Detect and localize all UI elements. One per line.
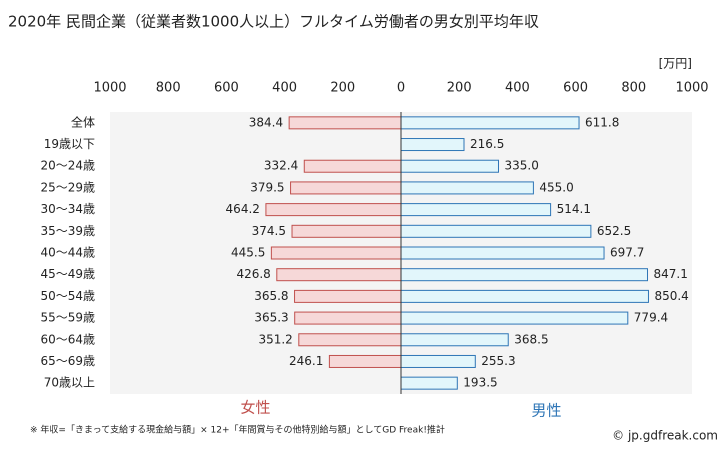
category-label: 19歳以下 [44, 137, 95, 151]
x-tick-label: 600 [214, 81, 239, 96]
category-label: 45～49歳 [40, 267, 95, 281]
category-label: 50～54歳 [40, 289, 95, 303]
x-tick-label: 0 [397, 81, 405, 96]
category-label: 20～24歳 [40, 159, 95, 173]
value-label: 652.5 [597, 224, 631, 238]
value-label: 335.0 [504, 159, 538, 173]
unit-label: [万円] [659, 57, 692, 71]
bar [303, 159, 402, 173]
value-label: 779.4 [634, 311, 668, 325]
bar [400, 376, 458, 390]
value-label: 384.4 [249, 115, 283, 129]
bar [400, 181, 534, 195]
value-label: 445.5 [231, 246, 265, 260]
category-label: 55～59歳 [40, 311, 95, 325]
bar [298, 333, 402, 347]
bar [291, 224, 402, 238]
bar [400, 333, 509, 347]
bar [400, 311, 629, 325]
category-label: 70歳以上 [44, 376, 95, 390]
x-tick-label: 600 [563, 81, 588, 96]
bar [400, 246, 605, 260]
bar [328, 354, 402, 368]
category-label: 65～69歳 [40, 354, 95, 368]
bar [400, 138, 465, 152]
value-label: 455.0 [539, 180, 573, 194]
bar [400, 354, 476, 368]
bar [276, 268, 402, 282]
category-label: 全体 [71, 114, 95, 129]
x-tick-label: 400 [272, 81, 297, 96]
x-tick-label: 800 [156, 81, 181, 96]
bar [290, 181, 402, 195]
x-tick-label: 200 [330, 81, 355, 96]
value-label: 246.1 [289, 354, 323, 368]
value-label: 850.4 [654, 289, 688, 303]
bar [400, 203, 552, 217]
legend-label: 男性 [531, 402, 561, 420]
value-label: 193.5 [463, 376, 497, 390]
value-label: 216.5 [470, 137, 504, 151]
value-label: 514.1 [557, 202, 591, 216]
category-label: 40～44歳 [40, 246, 95, 260]
bar [400, 268, 649, 282]
category-label: 35～39歳 [40, 224, 95, 238]
value-label: 464.2 [226, 202, 260, 216]
bar [400, 224, 592, 238]
value-label: 611.8 [585, 115, 619, 129]
credit: © jp.gdfreak.com [612, 429, 718, 443]
category-label: 30～34歳 [40, 202, 95, 216]
bar [288, 116, 402, 130]
bar [400, 159, 499, 173]
bar [294, 311, 402, 325]
value-label: 426.8 [236, 267, 270, 281]
footnote: ※ 年収=「きまって支給する現金給与額」× 12+「年間賞与その他特別給与額」と… [30, 424, 445, 436]
x-tick-label: 400 [505, 81, 530, 96]
value-label: 697.7 [610, 246, 644, 260]
value-label: 374.5 [252, 224, 286, 238]
bar [400, 116, 580, 130]
bar [400, 289, 649, 303]
value-label: 847.1 [654, 267, 688, 281]
x-tick-label: 200 [447, 81, 472, 96]
chart-title: 2020年 民間企業（従業者数1000人以上）フルタイム労働者の男女別平均年収 [8, 13, 539, 31]
x-tick-label: 800 [621, 81, 646, 96]
legend-label: 女性 [240, 399, 270, 417]
bar [265, 203, 402, 217]
value-label: 379.5 [250, 180, 284, 194]
value-label: 365.8 [254, 289, 288, 303]
value-label: 365.3 [254, 311, 288, 325]
x-tick-label: 1000 [675, 81, 708, 96]
value-label: 368.5 [514, 332, 548, 346]
bar [294, 289, 402, 303]
x-tick-label: 1000 [93, 81, 126, 96]
bar [270, 246, 402, 260]
value-label: 351.2 [258, 332, 292, 346]
value-label: 332.4 [264, 159, 298, 173]
category-label: 60～64歳 [40, 332, 95, 346]
value-label: 255.3 [481, 354, 515, 368]
category-label: 25～29歳 [40, 180, 95, 194]
